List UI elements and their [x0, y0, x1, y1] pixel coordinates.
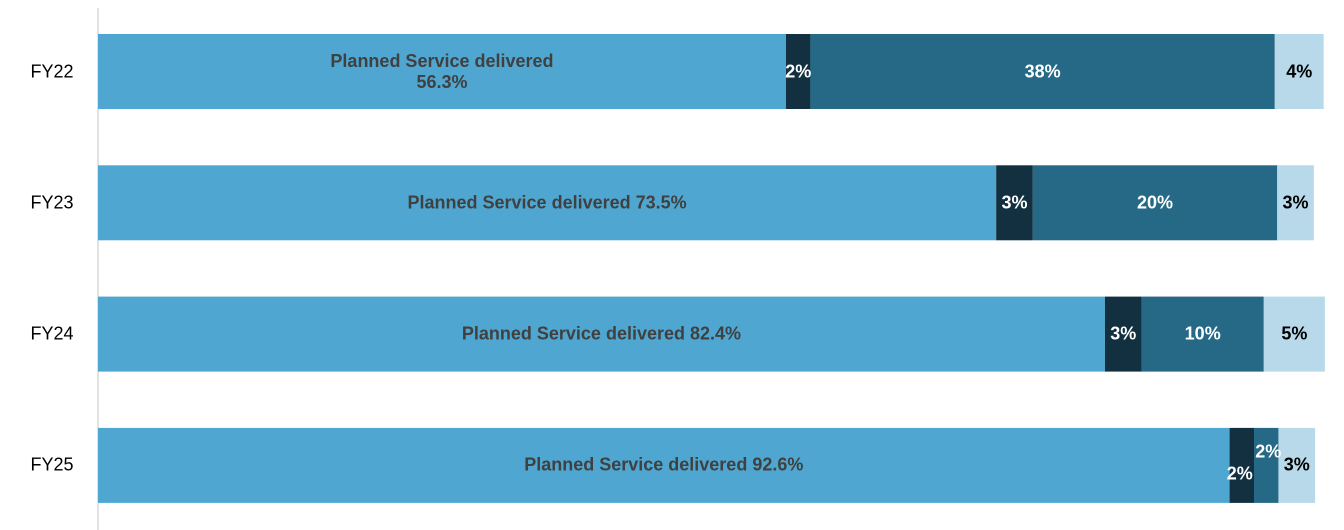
value-label: Planned Service delivered 56.3%: [330, 50, 554, 92]
bar-segment: [1229, 427, 1255, 503]
bar-segment: [1277, 165, 1314, 241]
bar-segment: [98, 165, 997, 241]
bar-segment: [1254, 427, 1279, 503]
bar-segment: [1274, 34, 1324, 109]
bar-segment: [785, 34, 811, 109]
value-label: Planned Service delivered 73.5%: [407, 192, 687, 213]
y-tick-label: FY24: [30, 323, 74, 344]
value-label: 10%: [1184, 323, 1221, 344]
bar-segment: [1032, 165, 1278, 241]
value-label: 3%: [1282, 192, 1309, 213]
bar-segment: [98, 296, 1105, 372]
y-tick-label: FY25: [30, 454, 74, 475]
value-label: Planned Service delivered 82.4%: [461, 323, 742, 344]
value-label: Planned Service delivered 92.6%: [524, 454, 804, 475]
value-label: 20%: [1137, 192, 1174, 213]
value-label: 3%: [1283, 454, 1310, 475]
value-label: 2%: [1255, 441, 1282, 462]
value-label: 38%: [1024, 61, 1061, 81]
bar-segment: [1141, 296, 1264, 372]
bar-segment: [1104, 296, 1142, 372]
value-label: 3%: [1110, 323, 1137, 344]
bar-segment: [1263, 296, 1325, 372]
y-tick-label: FY22: [30, 61, 74, 81]
value-label: 5%: [1281, 323, 1308, 344]
value-label: 3%: [1001, 192, 1028, 213]
bar-segment: [996, 165, 1033, 241]
bar-segment: [98, 34, 786, 109]
value-label: 2%: [785, 61, 812, 81]
value-label: 2%: [1226, 463, 1253, 484]
bar-segment: [98, 427, 1230, 503]
value-label: 4%: [1286, 61, 1313, 81]
bar-segment: [1278, 427, 1316, 503]
y-tick-label: FY23: [30, 192, 74, 213]
bar-segment: [810, 34, 1275, 109]
